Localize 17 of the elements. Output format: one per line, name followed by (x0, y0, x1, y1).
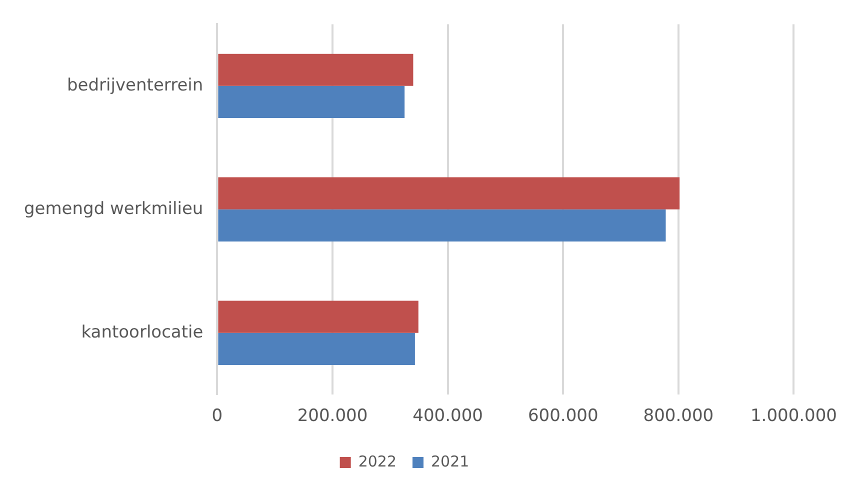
x-tick-label: 0 (212, 406, 223, 426)
x-tick-label: 600.000 (528, 406, 598, 426)
x-tick-label: 1.000.000 (750, 406, 838, 426)
y-tick-label: bedrijventerrein (67, 75, 204, 96)
x-tick-label: 800.000 (643, 406, 714, 426)
bar (218, 300, 418, 333)
bar (218, 177, 680, 210)
legend-label: 2021 (431, 452, 470, 470)
y-tick-label: kantoorlocatie (81, 322, 204, 342)
x-tick-label: 200.000 (297, 406, 368, 426)
x-tick-label: 400.000 (412, 406, 483, 426)
bar (218, 54, 414, 86)
y-tick-label: gemengd werkmilieu (24, 198, 204, 219)
bar (218, 332, 415, 365)
bar (218, 209, 666, 242)
legend-label: 2022 (358, 452, 397, 470)
bar (218, 86, 405, 118)
